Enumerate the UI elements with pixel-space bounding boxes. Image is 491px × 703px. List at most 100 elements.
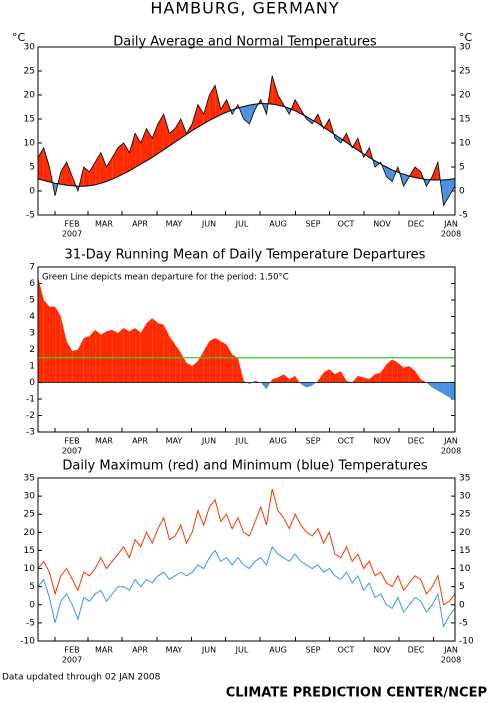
y-tick-label: 0 [29, 600, 35, 610]
plot-frame [37, 477, 456, 642]
above-fill [163, 324, 170, 383]
y-tick-label: 25 [459, 510, 470, 520]
x-tick-label: AUG [269, 220, 287, 229]
y-tick-label: 20 [24, 91, 36, 101]
below-fill [426, 382, 433, 388]
y-tick-label: 20 [24, 528, 36, 538]
below-fill [299, 382, 301, 385]
y-tick-label: 5 [29, 582, 35, 592]
x-tick-label: MAY [166, 220, 183, 229]
y-tick-label: -2 [26, 411, 35, 421]
below-fill [449, 178, 455, 196]
y-tick-label: -10 [459, 637, 474, 647]
above-fill [226, 344, 233, 383]
y-tick-label: 25 [459, 67, 470, 77]
above-fill [289, 375, 296, 383]
above-fill [403, 366, 410, 383]
x-tick-label: JUL [235, 220, 249, 229]
above-fill [203, 95, 210, 124]
x-tick-label: JUL [235, 646, 249, 655]
above-fill [95, 329, 101, 383]
y-tick-label: 5 [459, 582, 465, 592]
above-fill [152, 123, 158, 158]
above-fill [43, 300, 50, 383]
above-fill [100, 152, 107, 184]
y-tick-label: 4 [29, 312, 35, 322]
above-fill [392, 359, 398, 383]
above-fill [175, 344, 181, 383]
y-tick-label: 0 [29, 378, 35, 388]
above-fill [83, 167, 90, 187]
x-tick-label: OCT [338, 220, 355, 229]
above-fill [397, 362, 404, 383]
y-tick-label: 20 [459, 528, 471, 538]
above-fill [83, 336, 90, 383]
above-fill [270, 379, 273, 383]
series-line [37, 545, 456, 629]
x-tick-label: NOV [373, 220, 391, 229]
x-tick-label: JAN [443, 646, 458, 655]
above-fill [375, 372, 381, 383]
y-tick-label: 0 [459, 600, 465, 610]
above-fill [317, 372, 324, 383]
above-fill [129, 328, 136, 383]
y-tick-label: 15 [459, 115, 470, 125]
below-fill [443, 382, 450, 398]
below-fill [300, 382, 307, 388]
panel-title: 31-Day Running Mean of Daily Temperature… [65, 248, 426, 263]
above-fill [112, 329, 118, 383]
above-fill [66, 162, 73, 186]
above-fill [169, 336, 176, 383]
above-fill [209, 337, 216, 383]
above-fill [157, 114, 164, 154]
above-fill [243, 380, 247, 383]
below-fill [243, 105, 250, 124]
y-tick-label: 2 [29, 345, 35, 355]
above-fill [186, 362, 193, 383]
above-fill [38, 147, 44, 181]
above-fill [203, 341, 210, 383]
panel-title: Daily Average and Normal Temperatures [113, 35, 377, 50]
below-fill [260, 382, 267, 390]
above-fill [180, 119, 187, 139]
x-tick-label: JUN [201, 220, 216, 229]
y-tick-label: -5 [459, 211, 468, 221]
above-fill [272, 377, 278, 383]
y-tick-label: -1 [26, 395, 35, 405]
x-tick-label: AUG [269, 646, 287, 655]
y-tick-label: 5 [29, 163, 35, 173]
y-tick-label: 25 [24, 510, 35, 520]
x-tick-label: OCT [338, 646, 355, 655]
above-fill [140, 323, 147, 383]
x-year-label: 2007 [62, 656, 82, 665]
x-year-label: 2008 [441, 230, 461, 239]
above-fill [237, 357, 244, 383]
below-fill [306, 116, 313, 124]
annotation: Green Line depicts mean departure for th… [42, 273, 289, 283]
above-fill [43, 147, 50, 182]
above-fill [106, 157, 113, 182]
x-tick-label: SEP [306, 220, 321, 229]
x-tick-label: MAY [166, 437, 183, 446]
above-fill [323, 369, 330, 383]
above-fill [357, 375, 364, 383]
above-fill [135, 328, 141, 383]
above-fill [252, 380, 256, 383]
x-year-label: 2007 [62, 230, 82, 239]
below-fill [306, 382, 313, 388]
x-year-label: 2007 [62, 447, 82, 456]
x-tick-label: MAR [95, 220, 113, 229]
above-fill [123, 328, 130, 383]
above-fill [316, 380, 318, 383]
above-fill [55, 306, 61, 383]
y-tick-label: -5 [26, 211, 35, 221]
above-fill [163, 114, 170, 150]
above-fill [49, 306, 56, 383]
above-fill [38, 276, 44, 383]
above-fill [192, 361, 198, 383]
x-tick-label: JUL [235, 437, 249, 446]
above-fill [352, 375, 358, 383]
x-tick-label: APR [132, 220, 148, 229]
below-fill [312, 382, 316, 386]
x-tick-label: MAR [95, 646, 113, 655]
